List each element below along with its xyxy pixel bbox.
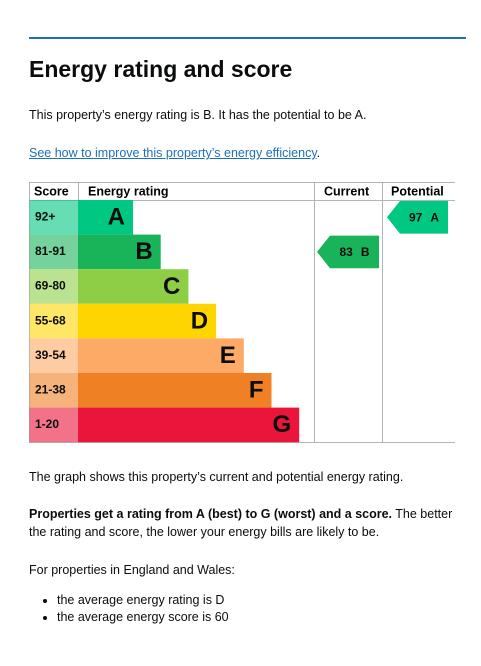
link-suffix: .: [316, 146, 321, 160]
score-cell: [29, 373, 79, 408]
rating-bar: [78, 373, 272, 408]
rating-bar: [78, 303, 217, 339]
score-range: 1-20: [35, 417, 59, 431]
score-range: 21-38: [35, 382, 66, 396]
rating-letter: B: [135, 238, 152, 265]
score-range: 39-54: [35, 348, 66, 362]
rating-letter: A: [108, 204, 125, 231]
score-cell: [29, 407, 79, 443]
score-cell: [29, 200, 79, 235]
current-arrow: [317, 235, 379, 269]
rating-graph: Score Energy rating Current Potential 92+ A 81…: [29, 182, 455, 443]
rating-bar: [78, 200, 133, 235]
intro-text: This property’s energy rating is B. It h…: [29, 108, 367, 122]
score-range: 55-68: [35, 313, 66, 327]
improve-link[interactable]: See how to improve this property’s energ…: [29, 146, 317, 160]
averages-list: the average energy rating is Dthe averag…: [29, 592, 229, 626]
rating-letter: F: [249, 377, 264, 404]
potential-arrow: [387, 201, 448, 234]
potential-label: 97 A: [409, 210, 439, 224]
link-line: See how to improve this property’s energ…: [29, 144, 320, 162]
score-range: 81-91: [35, 244, 66, 258]
explanation-rest: The better the rating and score, the low…: [29, 507, 453, 539]
score-cell: [29, 338, 79, 373]
rating-letter: D: [191, 307, 208, 334]
score-cell: [29, 269, 79, 304]
rating-letter: C: [163, 273, 180, 300]
current-label: 83 B: [339, 245, 369, 259]
rating-bar: [78, 407, 300, 443]
explanation: Properties get a rating from A (best) to…: [29, 505, 459, 541]
current-score: 83: [339, 245, 353, 259]
score-range: 69-80: [35, 279, 66, 293]
rating-letter: E: [220, 342, 236, 369]
page-title: Energy rating and score: [29, 56, 293, 82]
score-cell: [29, 234, 79, 270]
potential-score: 97: [409, 210, 423, 224]
column-header: Energy rating: [88, 184, 169, 198]
score-range: 92+: [35, 209, 55, 223]
column-header: Score: [34, 184, 69, 198]
explanation-bold: Properties get a rating from A (best) to…: [29, 507, 393, 521]
column-header: Current: [324, 184, 370, 198]
column-header: Potential: [391, 184, 444, 198]
rating-letter: G: [273, 411, 292, 438]
current-band: B: [361, 245, 370, 259]
top-rule: [29, 37, 466, 39]
average-item: the average energy rating is D: [57, 592, 229, 609]
rating-bar: [78, 234, 161, 270]
averages-intro: For properties in England and Wales:: [29, 563, 235, 577]
score-cell: [29, 303, 79, 339]
potential-band: A: [430, 210, 439, 224]
rating-bar: [78, 269, 189, 304]
average-item: the average energy score is 60: [57, 609, 229, 626]
caption: The graph shows this property’s current …: [29, 470, 404, 484]
rating-bar: [78, 338, 244, 373]
